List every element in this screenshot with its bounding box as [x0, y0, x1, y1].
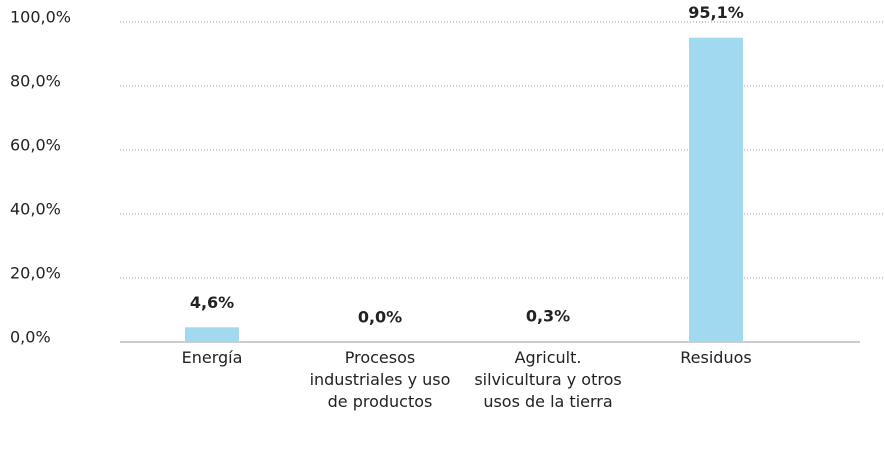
x-tick-label: Agricult. silvicultura y otros usos de l… — [474, 348, 622, 411]
y-tick-label: 100,0% — [10, 8, 71, 27]
y-tick-label: 40,0% — [10, 200, 61, 219]
x-tick-label: Energía — [181, 348, 243, 367]
y-tick-label: 20,0% — [10, 264, 61, 283]
y-tick-label: 60,0% — [10, 136, 61, 155]
value-label: 0,3% — [526, 307, 570, 326]
y-tick-label: 0,0% — [10, 328, 51, 347]
bar — [521, 341, 575, 342]
value-label: 4,6% — [190, 293, 234, 312]
x-tick-label: Procesos industriales y uso de productos — [309, 348, 451, 411]
bar — [689, 37, 743, 343]
y-tick-label: 80,0% — [10, 72, 61, 91]
x-tick-label: Residuos — [680, 348, 752, 367]
bar — [185, 327, 239, 342]
value-label: 0,0% — [358, 308, 402, 327]
value-label: 95,1% — [688, 3, 744, 22]
